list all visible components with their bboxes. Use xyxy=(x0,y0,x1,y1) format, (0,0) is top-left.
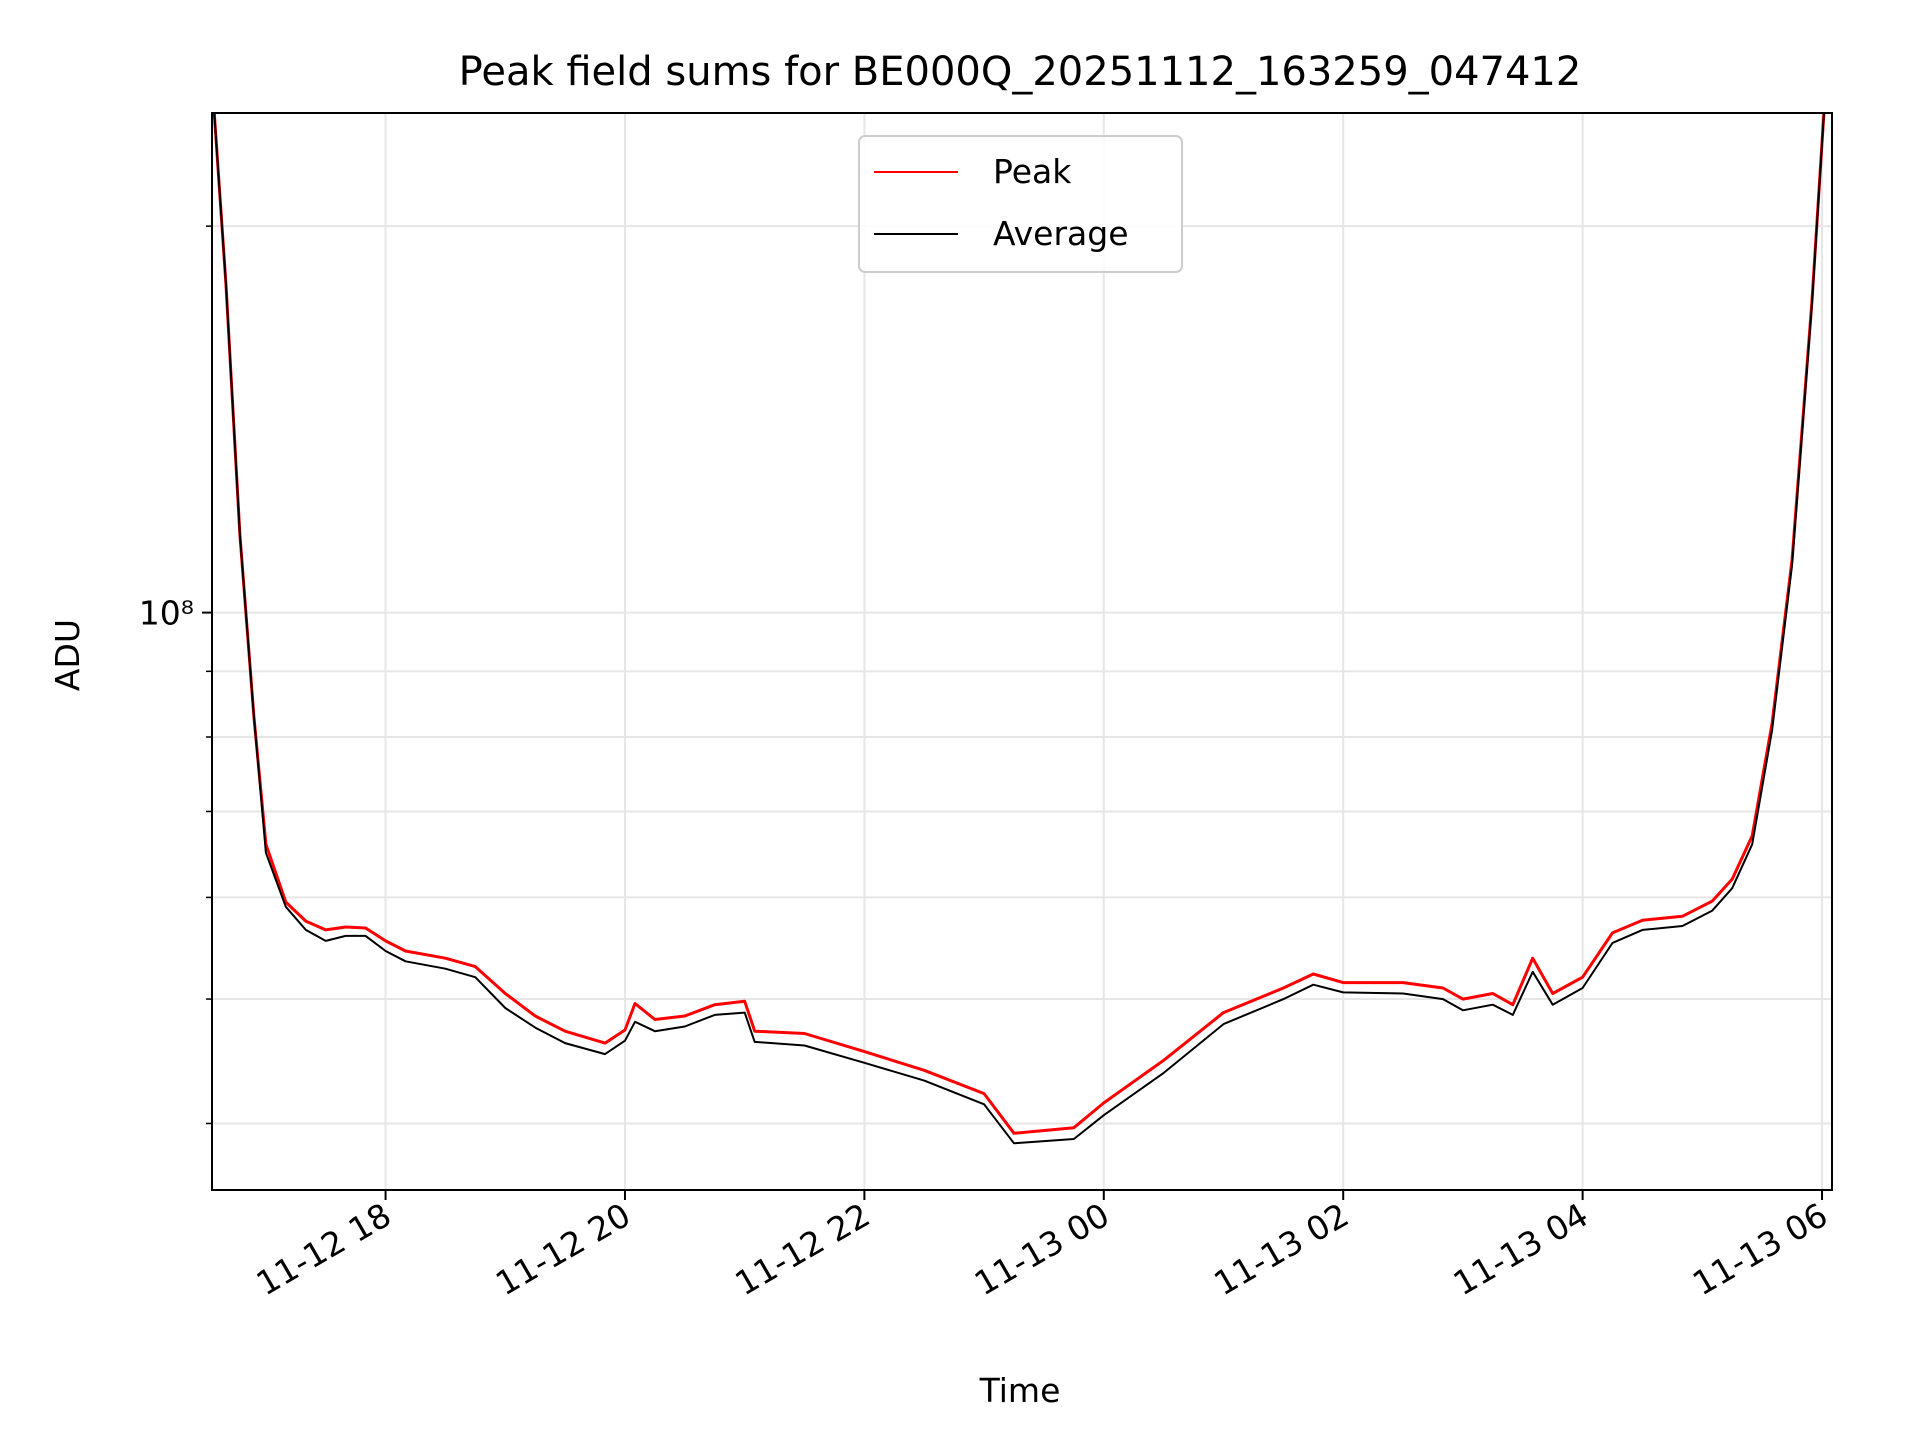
y-tick-label: 10⁸ xyxy=(139,594,194,633)
y-axis-label: ADU xyxy=(48,619,87,691)
legend-label-average: Average xyxy=(993,214,1129,253)
plot-frame xyxy=(211,112,1833,1191)
legend: Peak Average xyxy=(858,135,1183,273)
y-axis-ticks: 10⁸ xyxy=(139,225,212,1125)
grid-lines xyxy=(212,113,1832,1190)
x-axis-label: Time xyxy=(979,1371,1061,1410)
series-layer xyxy=(212,113,1826,1145)
legend-box xyxy=(858,135,1183,273)
legend-label-peak: Peak xyxy=(993,152,1072,191)
series-line-average xyxy=(213,113,1825,1145)
series-line-peak xyxy=(212,113,1826,1135)
chart-title: Peak field sums for BE000Q_20251112_1632… xyxy=(459,49,1582,95)
